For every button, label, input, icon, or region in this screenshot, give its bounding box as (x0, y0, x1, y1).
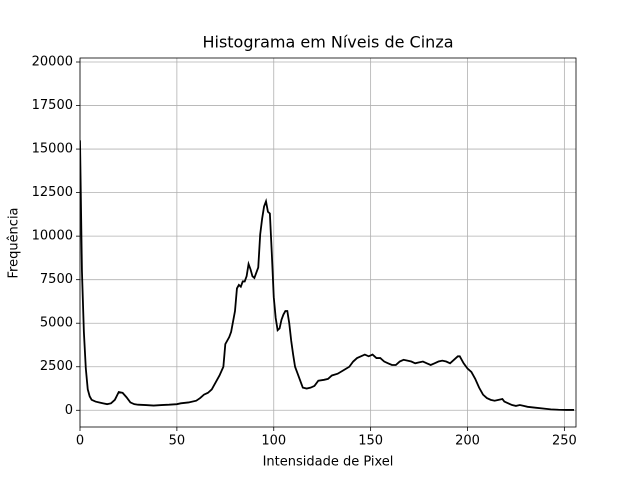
y-tick-label: 10000 (32, 229, 73, 244)
x-tick-label: 100 (261, 434, 286, 449)
line (80, 140, 575, 411)
y-tick-label: 12500 (32, 185, 73, 200)
x-tick-label: 0 (76, 434, 84, 449)
x-tick-label: 50 (169, 434, 186, 449)
y-tick-label: 2500 (40, 359, 73, 374)
x-axis-label: Intensidade de Pixel (263, 455, 394, 470)
y-tick-label: 5000 (40, 316, 73, 331)
y-tick-label: 15000 (32, 142, 73, 157)
y-tick-label: 17500 (32, 98, 73, 113)
y-axis-label: Frequência (7, 207, 22, 278)
y-tick-label: 20000 (32, 55, 73, 70)
x-tick-label: 200 (455, 434, 480, 449)
chart-title: Histograma em Níveis de Cinza (202, 33, 453, 52)
plot-frame (79, 57, 577, 428)
x-tick-label: 250 (552, 434, 577, 449)
x-tick-label: 150 (358, 434, 383, 449)
y-tick-label: 7500 (40, 272, 73, 287)
y-tick-label: 0 (65, 403, 73, 418)
